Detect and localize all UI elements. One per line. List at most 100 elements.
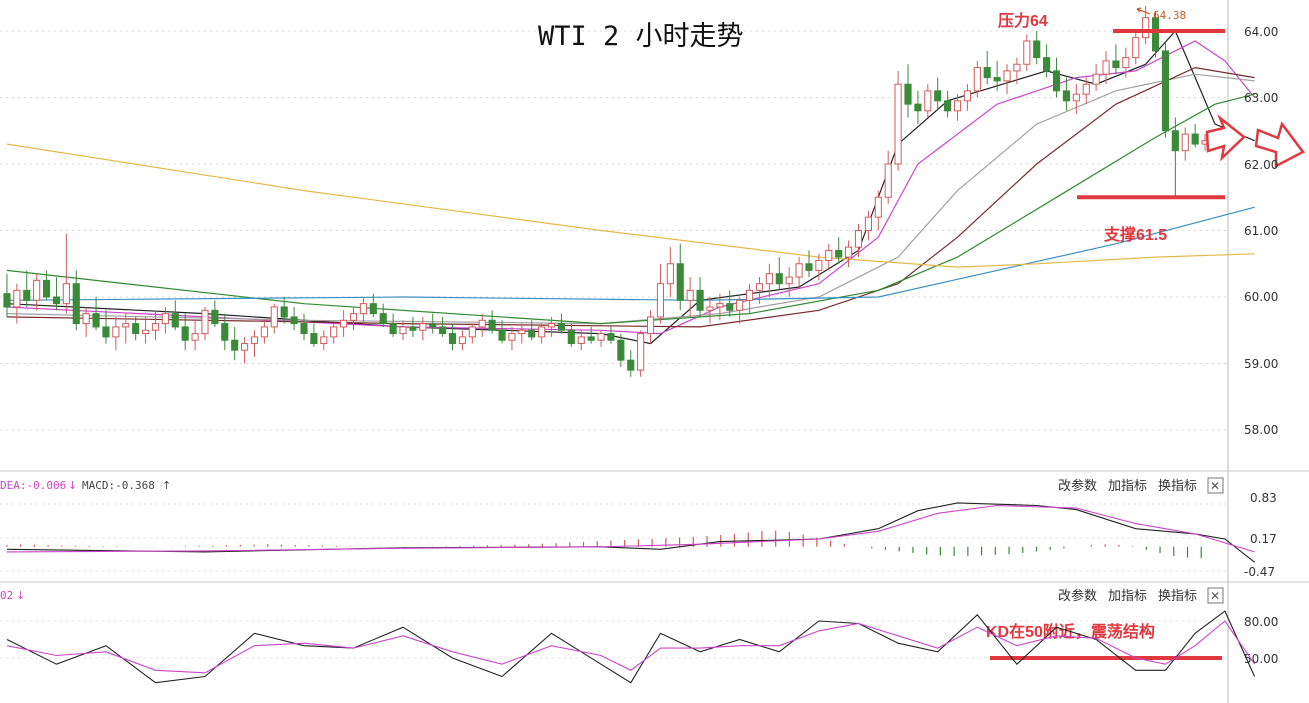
- candle-body: [854, 230, 863, 248]
- kd-change-params-button[interactable]: 改参数: [1058, 588, 1097, 604]
- macd-legend-arrow-icon: ↓: [68, 479, 77, 492]
- candle: [973, 60, 981, 98]
- candle-body: [250, 336, 259, 345]
- candlesticks: [3, 5, 1209, 377]
- price-axis: 64.00 63.00 62.00 61.00 60.00 59.00 58.0…: [1244, 25, 1278, 437]
- candle: [1171, 117, 1179, 198]
- candle: [1181, 127, 1189, 161]
- candle: [845, 240, 853, 268]
- macd-legend-macd: MACD:-0.368: [82, 479, 155, 492]
- candle: [686, 277, 694, 317]
- candle: [241, 336, 249, 364]
- chart-title: WTI 2 小时走势: [538, 21, 744, 52]
- candle-body: [557, 323, 566, 331]
- ma-line-orange: [6, 143, 1255, 268]
- kd-close-button[interactable]: [1207, 587, 1224, 604]
- candle: [3, 273, 11, 317]
- candle: [914, 90, 922, 125]
- candle-body: [330, 326, 338, 338]
- candle-body: [478, 319, 486, 328]
- candle: [1062, 77, 1070, 111]
- candle-body: [369, 303, 377, 315]
- candle-body: [399, 326, 407, 335]
- candle: [597, 330, 605, 347]
- candle-body: [538, 326, 546, 338]
- candle-body: [439, 326, 447, 335]
- candle-body: [1191, 133, 1199, 145]
- candle-body: [825, 249, 833, 261]
- candle-body: [1072, 93, 1080, 102]
- candle: [825, 243, 833, 271]
- candle: [983, 50, 991, 85]
- candle-body: [1181, 133, 1189, 152]
- candle-body: [746, 289, 754, 301]
- candle-body: [359, 303, 367, 315]
- candle: [646, 310, 655, 344]
- candle-body: [1112, 60, 1120, 69]
- candle: [122, 313, 130, 344]
- annotations: 压力64 支撑61.5 KD在50附近，震荡结构 64.38: [986, 7, 1305, 660]
- candle-body: [161, 313, 169, 325]
- candle: [399, 320, 407, 341]
- candle: [736, 297, 744, 324]
- kd-tick: 50.00: [1244, 652, 1278, 666]
- resistance-label: 压力64: [998, 11, 1048, 30]
- macd-close-button[interactable]: [1207, 477, 1224, 494]
- macd-switch-indicator-button[interactable]: 换指标: [1158, 479, 1197, 494]
- candle: [815, 253, 823, 281]
- candle: [52, 277, 61, 311]
- candle: [349, 306, 358, 331]
- candle: [409, 316, 417, 337]
- candle-body: [716, 303, 724, 308]
- candle: [924, 84, 932, 118]
- candle-body: [300, 323, 308, 335]
- candle: [62, 233, 70, 314]
- candle-body: [944, 100, 952, 112]
- candle-body: [528, 329, 536, 338]
- candle: [1072, 84, 1080, 115]
- candle-body: [379, 313, 387, 325]
- macd-change-params-button[interactable]: 改参数: [1058, 478, 1097, 494]
- candle: [894, 70, 902, 171]
- candle-body: [795, 263, 803, 278]
- candle-body: [587, 336, 595, 341]
- candle-body: [785, 276, 793, 285]
- candle-body: [637, 333, 645, 371]
- kd-legend: 02: [0, 589, 13, 602]
- close-icon: ✕: [1210, 589, 1220, 603]
- candle: [320, 330, 328, 351]
- candle: [904, 64, 912, 118]
- candle: [805, 250, 813, 278]
- kd-switch-indicator-button[interactable]: 换指标: [1158, 589, 1197, 604]
- candle: [1013, 57, 1021, 85]
- candle-body: [924, 90, 932, 112]
- candle: [201, 306, 209, 341]
- candle-body: [1132, 37, 1140, 59]
- candle: [231, 326, 239, 361]
- kd-plot: [6, 610, 1256, 684]
- candle: [587, 326, 595, 344]
- candle: [577, 330, 585, 351]
- candle: [359, 297, 367, 324]
- candle-body: [1171, 130, 1179, 152]
- kd-add-indicator-button[interactable]: 加指标: [1108, 589, 1147, 604]
- candle-body: [508, 333, 516, 341]
- candle: [1003, 64, 1011, 95]
- macd-add-indicator-button[interactable]: 加指标: [1108, 479, 1147, 494]
- candle: [151, 310, 160, 341]
- candle-body: [993, 77, 1001, 82]
- candle: [1102, 50, 1110, 85]
- candle: [953, 94, 962, 121]
- candle: [1112, 44, 1120, 75]
- candle: [310, 323, 318, 347]
- candle: [250, 330, 259, 357]
- candle: [171, 300, 179, 331]
- candle: [775, 257, 783, 291]
- candle: [627, 350, 635, 377]
- ma-line-green: [6, 93, 1255, 325]
- candle: [1082, 77, 1090, 105]
- candle-body: [409, 326, 417, 331]
- candle: [557, 313, 566, 334]
- candle-body: [270, 306, 278, 328]
